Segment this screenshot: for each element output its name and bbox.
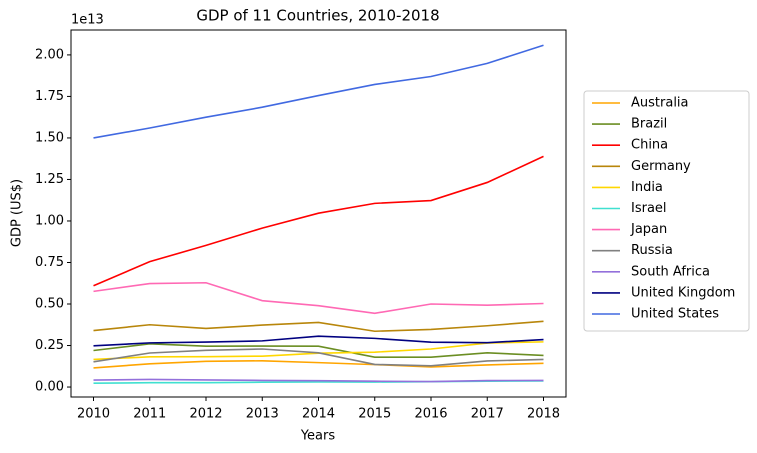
legend-label: United Kingdom [631,285,735,300]
legend-label: Japan [630,222,667,237]
legend-label: South Africa [631,264,710,279]
legend-label: India [631,180,663,195]
legend-box [583,90,750,332]
y-axis-label: GDP (US$) [10,179,25,247]
x-tick-label: 2010 [77,407,110,422]
y-offset-label: 1e13 [71,13,104,28]
legend-label: Brazil [631,117,667,132]
y-tick-label: 1.25 [35,172,64,187]
y-tick-label: 1.00 [35,213,64,228]
chart-title: GDP of 11 Countries, 2010-2018 [196,7,439,25]
plot-frame [70,29,567,398]
series-line [93,378,544,383]
legend-label: Germany [631,159,691,174]
x-axis-label: Years [300,429,336,444]
y-tick-label: 0.50 [35,297,64,312]
series-line [93,359,544,369]
y-tick-label: 2.00 [35,47,64,62]
legend-label: United States [631,307,719,322]
x-tick-label: 2011 [133,407,166,422]
x-tick-label: 2015 [358,407,391,422]
x-tick-label: 2013 [246,407,279,422]
series-line [93,320,544,333]
y-tick-label: 1.75 [35,89,64,104]
legend-label: China [631,138,668,153]
y-tick-label: 0.75 [35,255,64,270]
series-line [93,343,544,358]
legend-label: Australia [631,96,689,111]
series-line [93,155,544,287]
x-tick-label: 2018 [527,407,560,422]
y-tick-label: 1.50 [35,130,64,145]
x-tick-label: 2014 [302,407,335,422]
series-line [93,335,544,347]
series-line [93,348,544,367]
x-tick-label: 2012 [189,407,222,422]
legend-label: Israel [631,201,667,216]
x-tick-label: 2017 [471,407,504,422]
y-tick-label: 0.00 [35,380,64,395]
series-line [93,281,544,315]
series-line [93,44,544,139]
y-tick-label: 0.25 [35,338,64,353]
x-tick-label: 2016 [414,407,447,422]
legend-label: Russia [631,243,673,258]
